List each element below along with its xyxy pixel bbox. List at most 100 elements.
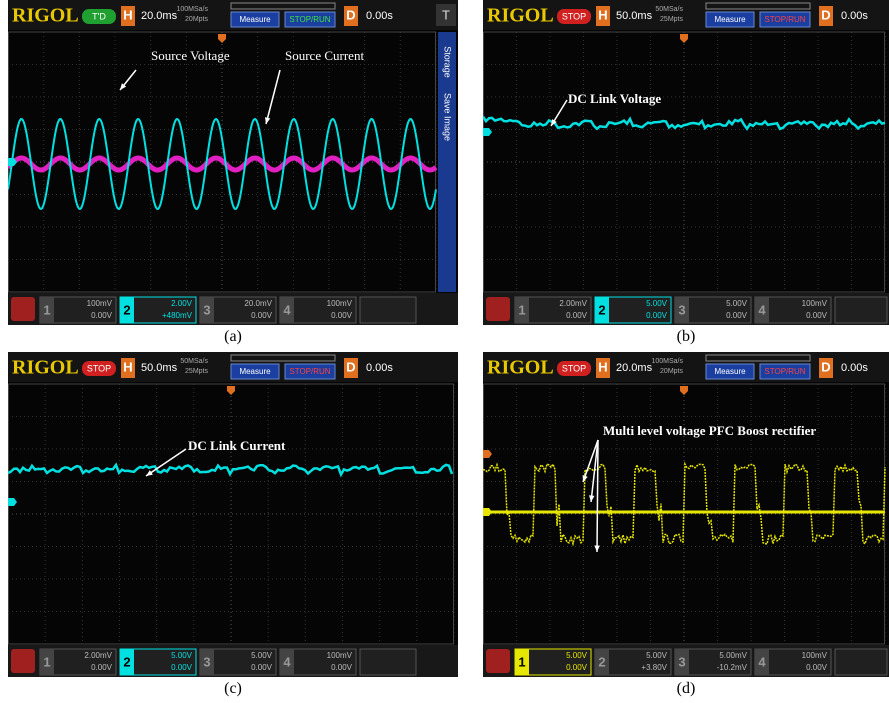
channel-scale: 5.00V <box>251 651 273 660</box>
measure-button[interactable]: Measure <box>714 367 746 376</box>
delay: 0.00s <box>366 362 393 374</box>
menu-icon <box>11 297 35 321</box>
stop-run-button[interactable]: STOP/RUN <box>764 15 805 24</box>
brand: RIGOL <box>487 5 554 27</box>
channel-scale: 5.00V <box>171 651 193 660</box>
status: T'D <box>92 11 106 21</box>
channel-scale: 2.00V <box>171 299 193 308</box>
caption: (c) <box>203 680 263 698</box>
logic-box <box>835 297 887 323</box>
h-label: H <box>123 359 132 374</box>
logic-box <box>360 297 416 323</box>
channel-scale: 100mV <box>327 299 353 308</box>
channel-number: 4 <box>283 302 291 317</box>
annotation: DC Link Current <box>188 438 286 453</box>
channel-scale: 5.00V <box>566 651 588 660</box>
channel-scale: 100mV <box>327 651 353 660</box>
menu-icon <box>486 297 510 321</box>
brand: RIGOL <box>12 5 79 27</box>
channel-offset: 0.00V <box>251 663 273 672</box>
sample-rate: 100MSa/s <box>651 358 683 365</box>
channel-scale: 5.00V <box>646 299 668 308</box>
memory-depth: 20Mpts <box>660 368 683 375</box>
d-label: D <box>346 7 355 22</box>
figure: RIGOLT'DH20.0ms100MSa/s20MptsMeasureSTOP… <box>0 0 889 703</box>
channel-offset: 0.00V <box>806 311 828 320</box>
status: STOP <box>87 363 111 373</box>
channel-number: 2 <box>123 654 130 669</box>
measure-button[interactable]: Measure <box>239 15 271 24</box>
channel-number: 1 <box>43 302 50 317</box>
channel-scale: 5.00V <box>646 651 668 660</box>
side-menu-item[interactable]: Save Image <box>443 93 453 141</box>
annotation-arrow <box>597 440 598 552</box>
background <box>8 0 458 325</box>
channel-offset: 0.00V <box>566 663 588 672</box>
channel-scale: 5.00mV <box>719 651 747 660</box>
channel-offset: +480mV <box>162 311 193 320</box>
channel-offset: 0.00V <box>251 311 273 320</box>
stop-run-button[interactable]: STOP/RUN <box>764 367 805 376</box>
channel-offset: 0.00V <box>566 311 588 320</box>
d-label: D <box>821 7 830 22</box>
channel-offset: 0.00V <box>91 311 113 320</box>
channel-scale: 2.00mV <box>559 299 587 308</box>
menu-icon <box>486 649 510 673</box>
channel-number: 1 <box>518 302 525 317</box>
memory-depth: 25Mpts <box>185 368 208 375</box>
annotation: DC Link Voltage <box>568 91 661 106</box>
channel-offset: 0.00V <box>646 311 668 320</box>
channel-number: 2 <box>123 302 130 317</box>
channel-scale: 20.0mV <box>244 299 272 308</box>
logic-box <box>835 649 887 675</box>
brand: RIGOL <box>487 357 554 379</box>
channel-scale: 2.00mV <box>84 651 112 660</box>
channel-scale: 5.00V <box>726 299 748 308</box>
delay: 0.00s <box>841 10 868 22</box>
channel-number: 2 <box>598 654 605 669</box>
channel-scale: 100mV <box>802 299 828 308</box>
d-label: D <box>821 359 830 374</box>
scope-screen: RIGOL T'D H 20.0ms100MSa/s 20Mpts Measure STOP… <box>8 0 458 325</box>
stop-run-button[interactable]: STOP/RUN <box>289 15 330 24</box>
channel-number: 4 <box>283 654 291 669</box>
timebase: 20.0ms <box>141 10 178 22</box>
channel-scale: 100mV <box>87 299 113 308</box>
annotation: Multi level voltage PFC Boost rectifier <box>603 423 816 438</box>
delay: 0.00s <box>366 10 393 22</box>
channel-number: 3 <box>678 302 685 317</box>
status: STOP <box>562 11 586 21</box>
sample-rate: 50MSa/s <box>180 358 208 365</box>
caption: (b) <box>656 328 716 346</box>
h-label: H <box>598 359 607 374</box>
channel-offset: 0.00V <box>91 663 113 672</box>
channel-offset: 0.00V <box>331 663 353 672</box>
channel-number: 4 <box>758 302 766 317</box>
d-label: D <box>346 359 355 374</box>
status: STOP <box>562 363 586 373</box>
measure-button[interactable]: Measure <box>714 15 746 24</box>
annotation: Source Voltage <box>151 48 230 63</box>
timebase: 50.0ms <box>616 10 653 22</box>
sample-rate: 50MSa/s <box>655 6 683 13</box>
h-label: H <box>123 7 132 22</box>
stop-run-button[interactable]: STOP/RUN <box>289 367 330 376</box>
logic-box <box>360 649 416 675</box>
memory-depth: 20Mpts <box>185 16 208 23</box>
channel-offset: 0.00V <box>726 311 748 320</box>
brand: RIGOL <box>12 357 79 379</box>
sample-rate: 100MSa/s <box>176 6 208 13</box>
corner-label: T <box>442 7 450 22</box>
channel-offset: 0.00V <box>806 663 828 672</box>
delay: 0.00s <box>841 362 868 374</box>
memory-depth: 25Mpts <box>660 16 683 23</box>
measure-button[interactable]: Measure <box>239 367 271 376</box>
channel-offset: -10.2mV <box>717 663 748 672</box>
channel-number: 1 <box>518 654 525 669</box>
h-label: H <box>598 7 607 22</box>
side-menu-item[interactable]: Storage <box>443 46 453 78</box>
channel-scale: 100mV <box>802 651 828 660</box>
channel-offset: 0.00V <box>331 311 353 320</box>
